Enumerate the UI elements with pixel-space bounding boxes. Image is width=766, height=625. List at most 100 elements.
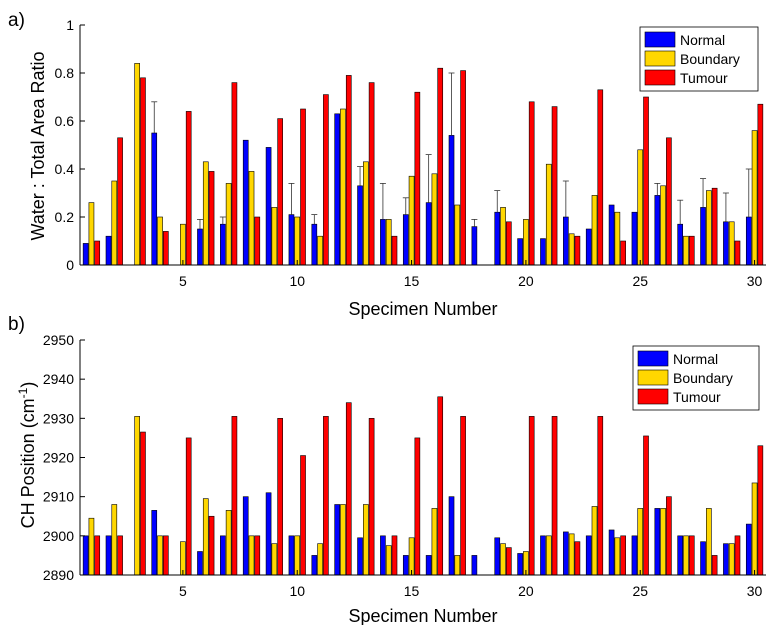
bar-boundary <box>591 195 598 266</box>
bar-boundary <box>134 63 140 266</box>
bar-normal <box>540 535 546 576</box>
bar-normal <box>265 492 272 576</box>
y-axis-label-superscript: -1 <box>16 387 30 398</box>
bar-boundary <box>637 508 644 576</box>
bar-boundary <box>111 504 118 576</box>
y-axis-label: Water : Total Area Ratio <box>28 51 48 240</box>
bar-normal <box>494 537 501 576</box>
bar-normal <box>334 504 340 576</box>
bar-boundary <box>363 161 369 266</box>
bar-normal <box>151 132 158 266</box>
bar-normal <box>585 535 592 576</box>
legend-label-normal: Normal <box>673 351 718 367</box>
bar-normal <box>700 541 706 576</box>
x-tick-label: 20 <box>518 273 534 289</box>
water-ratio-chart: a) Water : Total Area Ratio Specimen Num… <box>8 10 766 319</box>
x-tick-label: 20 <box>518 583 534 599</box>
series-tumour <box>94 67 764 266</box>
y-tick-label: 2910 <box>43 489 74 505</box>
bar-normal <box>105 235 112 266</box>
bar-normal <box>220 223 226 266</box>
bar-tumour <box>574 235 581 266</box>
panel-label-a: a) <box>8 10 25 31</box>
bar-tumour <box>345 402 352 576</box>
bar-normal <box>425 555 432 576</box>
bar-tumour <box>643 435 649 576</box>
bar-normal <box>563 216 569 266</box>
y-tick-label: 2950 <box>43 332 74 348</box>
bar-normal <box>82 243 89 266</box>
bar-normal <box>82 535 89 576</box>
bar-tumour <box>757 445 764 576</box>
bar-boundary <box>294 535 301 576</box>
bar-boundary <box>225 510 232 576</box>
legend: Normal Boundary Tumour <box>632 345 760 411</box>
legend-swatch-tumour <box>644 69 676 86</box>
bar-tumour <box>94 535 101 576</box>
bar-boundary <box>431 173 438 266</box>
bar-normal <box>425 202 432 266</box>
bar-normal <box>311 223 318 266</box>
legend-label-normal: Normal <box>680 32 725 48</box>
bar-boundary <box>340 108 346 266</box>
bar-boundary <box>317 235 323 266</box>
bar-normal <box>334 113 340 266</box>
x-tick-label: 15 <box>404 583 420 599</box>
bar-tumour <box>208 515 215 576</box>
bar-normal <box>677 535 683 576</box>
y-tick-label: 0.6 <box>55 113 75 129</box>
bar-normal <box>608 529 615 576</box>
bar-normal <box>677 223 683 266</box>
bar-boundary <box>500 207 506 266</box>
bar-normal <box>242 496 249 576</box>
bar-boundary <box>180 223 186 266</box>
bar-tumour <box>757 103 764 266</box>
x-axis-label: Specimen Number <box>348 299 497 319</box>
bar-boundary <box>385 545 392 576</box>
legend: Normal Boundary Tumour <box>639 26 759 92</box>
bar-tumour <box>688 235 695 266</box>
bar-tumour <box>711 187 718 266</box>
bar-normal <box>197 228 203 266</box>
bar-tumour <box>506 221 512 266</box>
bar-normal <box>357 537 363 576</box>
x-tick-label: 10 <box>289 273 305 289</box>
bar-boundary <box>706 508 712 576</box>
y-axis-label: CH Position (cm-1) <box>16 382 38 529</box>
legend-swatch-boundary <box>637 369 669 386</box>
bar-tumour <box>620 535 626 576</box>
bar-normal <box>585 228 592 266</box>
bar-boundary <box>111 180 118 266</box>
bar-normal <box>517 238 523 266</box>
bar-tumour <box>277 118 283 266</box>
x-axis-label: Specimen Number <box>348 606 497 625</box>
bar-tumour <box>323 416 329 576</box>
bar-boundary <box>706 190 712 266</box>
bar-boundary <box>568 233 575 266</box>
y-tick-label: 0.4 <box>55 161 75 177</box>
bar-boundary <box>88 202 95 266</box>
legend-label-boundary: Boundary <box>680 51 740 67</box>
bar-boundary <box>614 211 621 266</box>
y-tick-label: 2930 <box>43 410 74 426</box>
bar-boundary <box>431 508 438 576</box>
y-axis-label-main: CH Position (cm <box>18 398 38 528</box>
bar-boundary <box>408 537 415 576</box>
x-tick-label: 10 <box>289 583 305 599</box>
y-tick-label: 0.8 <box>55 65 75 81</box>
bar-tumour <box>117 137 123 266</box>
bar-normal <box>220 535 226 576</box>
bar-tumour <box>460 70 466 266</box>
bar-normal <box>723 543 729 576</box>
bar-normal <box>380 535 386 576</box>
bar-tumour <box>506 547 512 576</box>
y-axis-label-close: ) <box>18 382 38 388</box>
y-tick-label: 1 <box>66 17 74 33</box>
bar-boundary <box>408 175 415 266</box>
bar-boundary <box>751 130 758 266</box>
bar-normal <box>197 551 203 576</box>
bar-boundary <box>294 216 301 266</box>
bar-tumour <box>231 82 238 266</box>
y-tick-label: 2940 <box>43 371 74 387</box>
legend-swatch-boundary <box>644 50 676 67</box>
